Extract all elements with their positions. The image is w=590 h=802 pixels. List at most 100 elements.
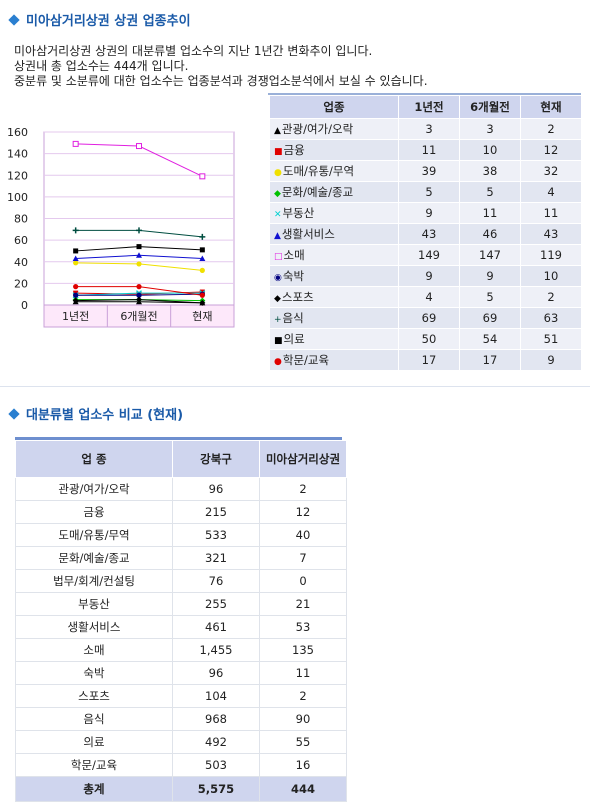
legend-marker-icon: ◆ [274, 189, 281, 199]
x-tick-label: 현재 [192, 310, 212, 323]
row-category: □소매 [269, 244, 399, 266]
data-point [199, 233, 206, 240]
data-point [199, 255, 206, 262]
row-value-1y: 149 [398, 244, 460, 266]
row-area-count: 90 [259, 707, 347, 731]
data-point [199, 267, 205, 273]
row-category: 소매 [15, 638, 173, 662]
legend-marker-icon: ▲ [274, 231, 281, 241]
legend-marker-icon: ■ [274, 147, 283, 157]
data-point [136, 227, 142, 234]
legend-marker-icon: ■ [274, 336, 283, 346]
diamond-bullet-icon [8, 14, 20, 26]
row-area-count: 55 [259, 730, 347, 754]
trend-table-row: ▲관광/여가/오락 3 3 2 [269, 118, 582, 140]
data-point [199, 292, 205, 298]
y-tick-label: 20 [14, 277, 28, 290]
row-category-label: 도매/유통/무역 [282, 164, 355, 178]
data-point [73, 260, 79, 266]
row-category-label: 스포츠 [281, 290, 314, 304]
row-district-count: 5,575 [172, 776, 260, 802]
row-category: 법무/회계/컨설팅 [15, 569, 173, 593]
legend-marker-icon: ◆ [274, 294, 281, 304]
legend-marker-icon: ✕ [274, 210, 282, 220]
row-value-now: 2 [520, 286, 582, 308]
y-tick-label: 80 [14, 213, 28, 226]
row-category-label: 학문/교육 [282, 353, 330, 367]
trend-table-row: ◉숙박 9 9 10 [269, 265, 582, 287]
row-value-now: 51 [520, 328, 582, 350]
row-value-1y: 11 [398, 139, 460, 161]
y-tick-label: 0 [21, 299, 28, 312]
row-area-count: 2 [259, 477, 347, 501]
header-category: 업종 [269, 95, 399, 119]
trend-table-row: ◆스포츠 4 5 2 [269, 286, 582, 308]
row-district-count: 76 [172, 569, 260, 593]
row-value-1y: 39 [398, 160, 460, 182]
data-point [199, 173, 206, 180]
row-category: ■금융 [269, 139, 399, 161]
row-category: 학문/교육 [15, 753, 173, 777]
trend-chart: 0 20 40 60 80 100 120 140 160 1년전 6개월전 현재 [4, 120, 266, 335]
data-point [73, 248, 79, 254]
row-category: 음식 [15, 707, 173, 731]
compare-table-row: 부동산 255 21 [15, 592, 347, 616]
row-value-now: 63 [520, 307, 582, 329]
row-value-6m: 147 [459, 244, 521, 266]
row-category: 스포츠 [15, 684, 173, 708]
row-category: ●도매/유통/무역 [269, 160, 399, 182]
row-category: ◆스포츠 [269, 286, 399, 308]
row-district-count: 96 [172, 661, 260, 685]
row-value-now: 4 [520, 181, 582, 203]
description: 미아삼거리상권 상권의 대분류별 업소수의 지난 1년간 변화추이 입니다. 상… [14, 44, 428, 89]
row-district-count: 321 [172, 546, 260, 570]
row-value-now: 2 [520, 118, 582, 140]
x-tick-label: 1년전 [62, 310, 89, 323]
row-district-count: 96 [172, 477, 260, 501]
data-point [73, 284, 79, 290]
description-line: 미아삼거리상권 상권의 대분류별 업소수의 지난 1년간 변화추이 입니다. [14, 44, 373, 58]
row-value-now: 32 [520, 160, 582, 182]
trend-table-frame [268, 93, 581, 388]
row-value-1y: 9 [398, 202, 460, 224]
row-category-label: 의료 [283, 332, 305, 346]
row-value-now: 9 [520, 349, 582, 371]
row-category-label: 생활서비스 [281, 227, 335, 241]
row-district-count: 461 [172, 615, 260, 639]
row-district-count: 1,455 [172, 638, 260, 662]
compare-table-row: 음식 968 90 [15, 707, 347, 731]
row-area-count: 11 [259, 661, 347, 685]
data-point [136, 252, 142, 258]
row-value-now: 11 [520, 202, 582, 224]
row-value-1y: 50 [398, 328, 460, 350]
header-1y: 1년전 [398, 95, 460, 119]
row-category: ■의료 [269, 328, 399, 350]
row-value-6m: 9 [459, 265, 521, 287]
legend-marker-icon: ▲ [274, 126, 281, 136]
compare-table-row: 숙박 96 11 [15, 661, 347, 685]
row-value-6m: 5 [459, 286, 521, 308]
trend-table-row: ●학문/교육 17 17 9 [269, 349, 582, 371]
compare-table-row: 금융 215 12 [15, 500, 347, 524]
data-point [136, 244, 142, 250]
trend-table-header: 업종 1년전 6개월전 현재 [269, 95, 582, 119]
row-area-count: 21 [259, 592, 347, 616]
header-now: 현재 [520, 95, 582, 119]
row-value-6m: 46 [459, 223, 521, 245]
row-category-label: 금융 [283, 143, 305, 157]
row-category: 생활서비스 [15, 615, 173, 639]
legend-marker-icon: ● [274, 168, 282, 178]
compare-table-row: 생활서비스 461 53 [15, 615, 347, 639]
row-category: ●학문/교육 [269, 349, 399, 371]
row-area-count: 135 [259, 638, 347, 662]
data-point [199, 299, 206, 306]
row-value-1y: 5 [398, 181, 460, 203]
row-category-label: 숙박 [282, 269, 305, 283]
row-category-label: 부동산 [282, 206, 315, 220]
row-value-now: 119 [520, 244, 582, 266]
row-category: ▲관광/여가/오락 [269, 118, 399, 140]
row-area-count: 16 [259, 753, 347, 777]
row-area-count: 2 [259, 684, 347, 708]
compare-table-row: 문화/예술/종교 321 7 [15, 546, 347, 570]
trend-table-row: ■금융 11 10 12 [269, 139, 582, 161]
